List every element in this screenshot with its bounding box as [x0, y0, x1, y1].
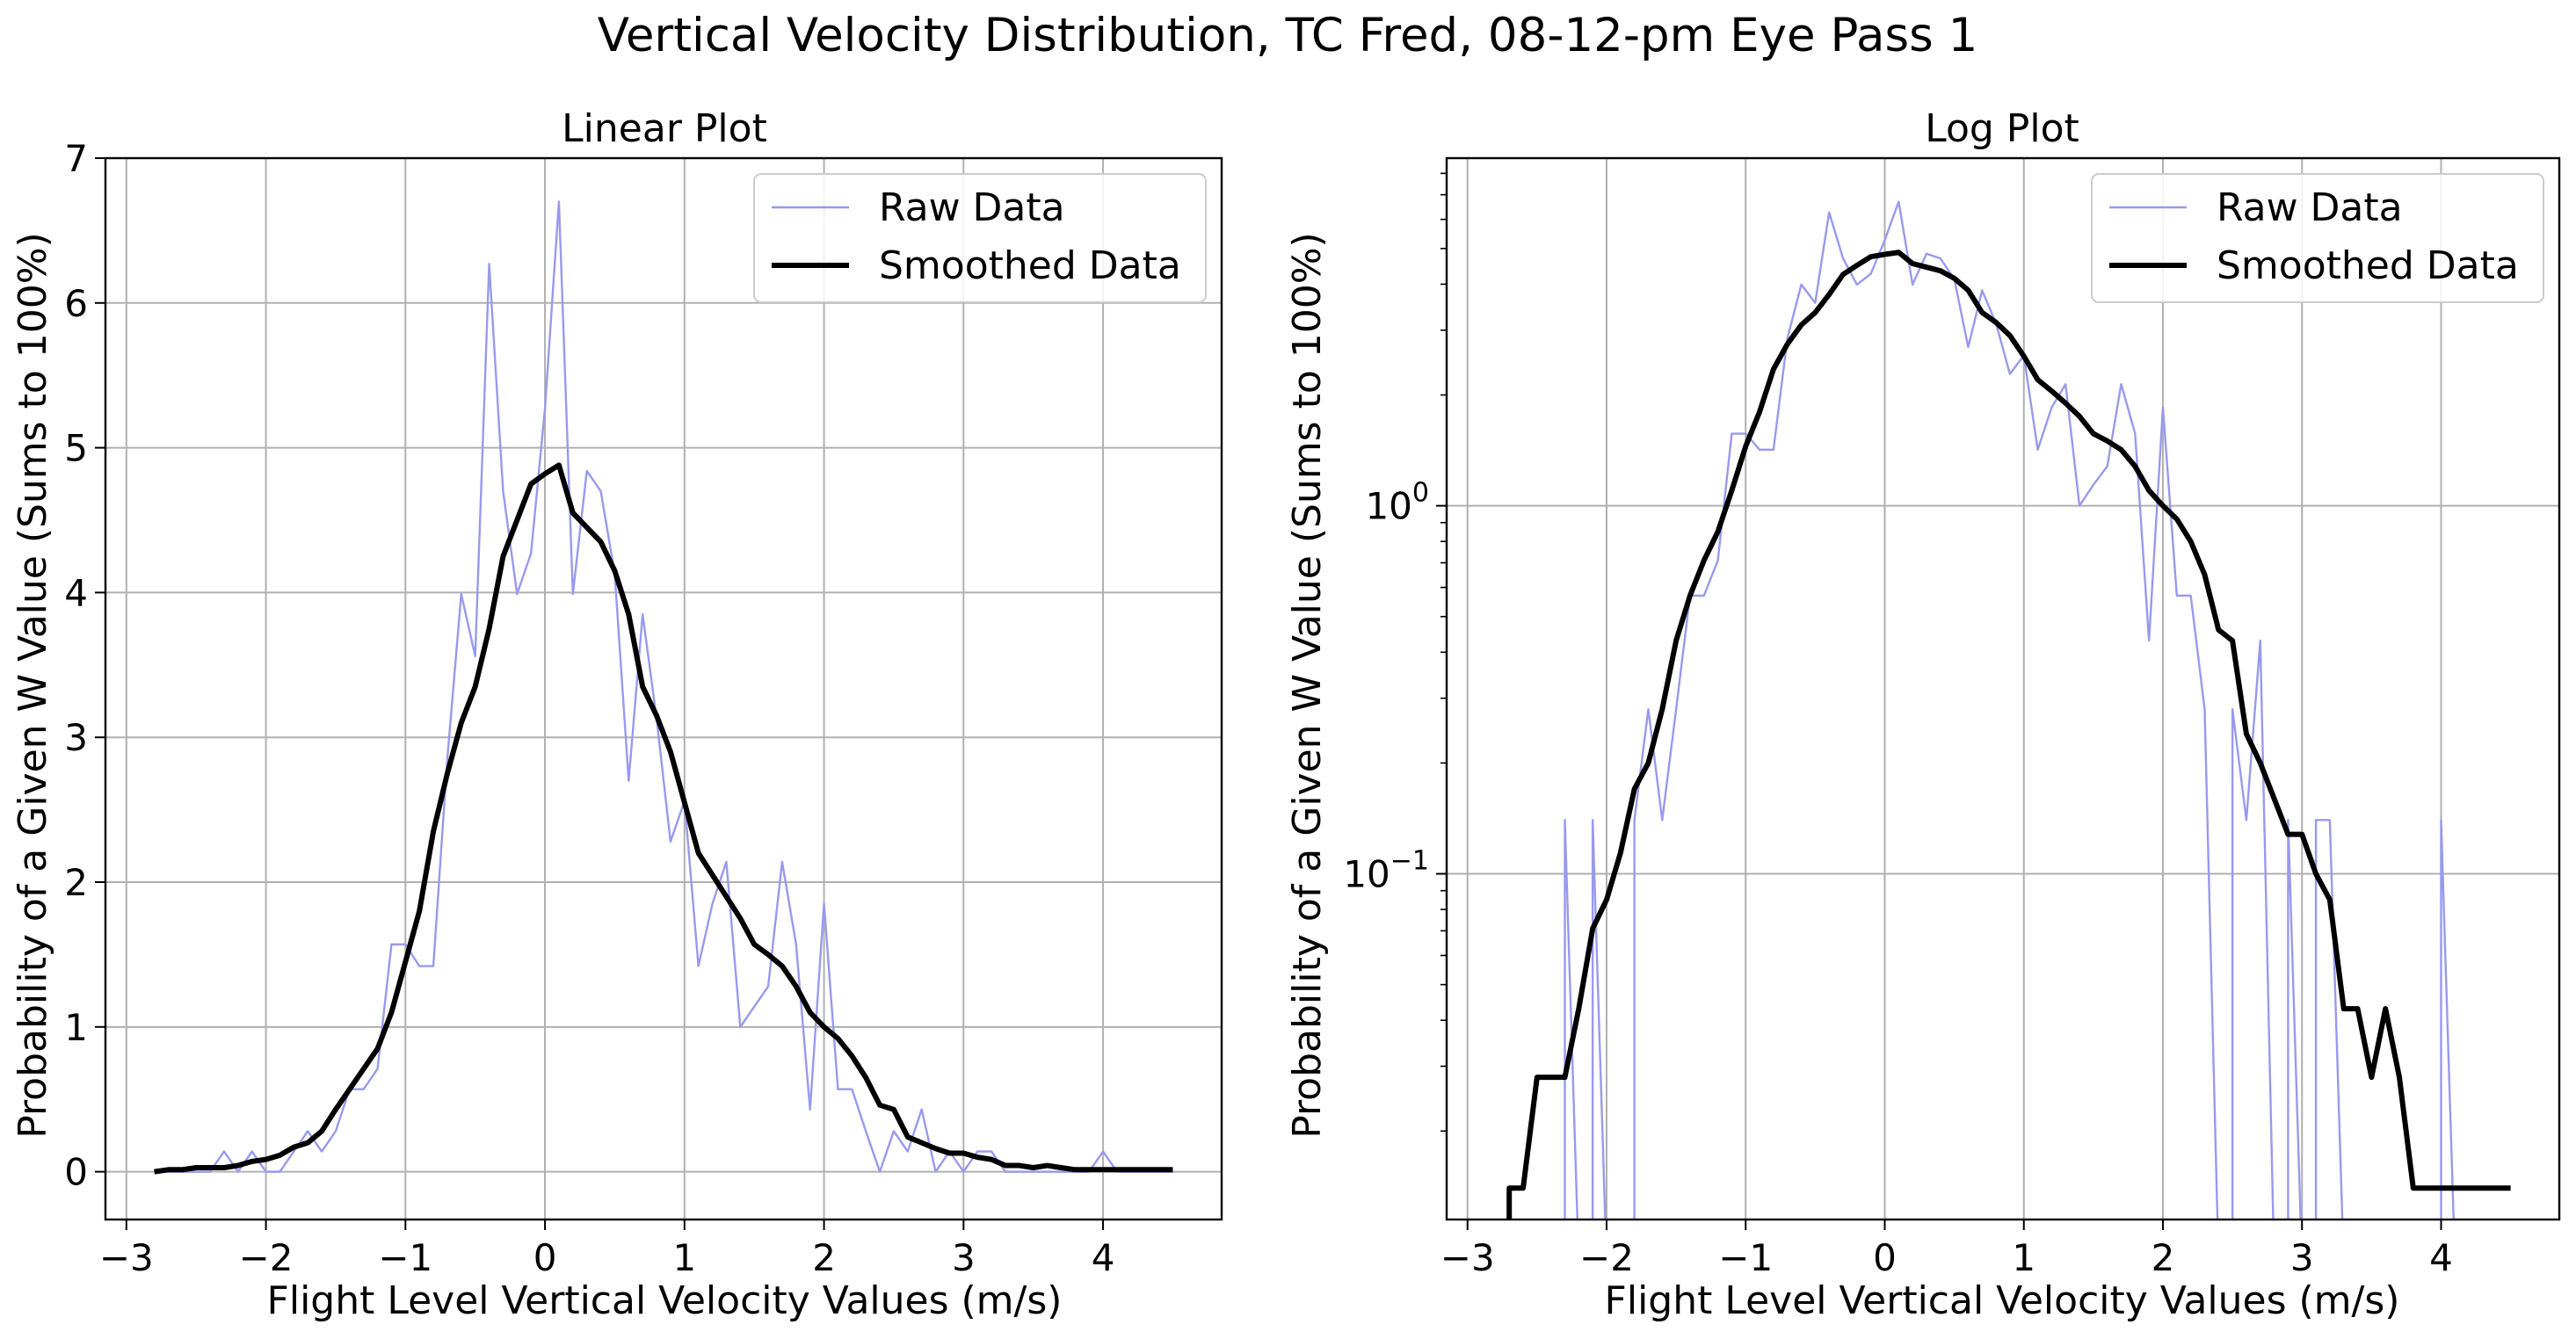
linear-plot-ytick-label: 1 — [64, 1006, 88, 1049]
log-plot-legend-raw-label: Raw Data — [2217, 185, 2403, 230]
log-plot-smoothed-data-line — [1506, 250, 2511, 1220]
linear-plot-ytick-label: 3 — [64, 716, 88, 759]
linear-plot-raw-data-line — [154, 200, 1173, 1173]
log-plot-ytick-label: 10−1 — [1343, 846, 1429, 896]
linear-plot-ytick-label: 2 — [64, 861, 88, 904]
linear-plot-ytick-label: 4 — [64, 571, 88, 614]
log-plot-xtick-label: 2 — [2152, 1236, 2175, 1279]
log-plot-title: Log Plot — [1925, 106, 2079, 151]
log-plot-legend: Raw Data Smoothed Data — [2091, 173, 2544, 303]
log-plot-raw-data-line — [1564, 200, 2455, 1220]
linear-plot-legend: Raw Data Smoothed Data — [753, 173, 1207, 303]
linear-plot-xtick-label: −3 — [99, 1236, 154, 1279]
log-plot-panel: Log Plot Flight Level Vertical Velocity … — [1285, 106, 2561, 1323]
log-plot-xtick-label: 3 — [2290, 1236, 2314, 1279]
linear-plot-ytick-label: 5 — [64, 427, 88, 470]
linear-plot-smoothed-data-line — [154, 462, 1173, 1175]
linear-plot-panel: Linear Plot Flight Level Vertical Veloci… — [11, 106, 1223, 1323]
log-plot-xtick-label: −2 — [1579, 1236, 1634, 1279]
linear-plot-ylabel: Probability of a Given W Value (Sums to … — [11, 232, 55, 1138]
log-plot-xtick-label: 4 — [2429, 1236, 2453, 1279]
log-plot-xtick-label: −3 — [1440, 1236, 1495, 1279]
linear-plot-ytick-label: 7 — [64, 137, 88, 180]
log-plot-legend-box — [2091, 173, 2544, 303]
linear-plot-legend-raw-label: Raw Data — [879, 185, 1065, 230]
log-plot-ylabel: Probability of a Given W Value (Sums to … — [1285, 232, 1330, 1138]
linear-plot-ytick-label: 0 — [64, 1151, 88, 1194]
linear-plot-xtick-label: 3 — [952, 1236, 976, 1279]
linear-plot-xlabel: Flight Level Vertical Velocity Values (m… — [267, 1278, 1063, 1323]
linear-plot-legend-box — [753, 173, 1207, 303]
log-plot-xtick-label: 1 — [2012, 1236, 2035, 1279]
linear-plot-title: Linear Plot — [562, 106, 767, 151]
linear-plot-ytick-label: 6 — [64, 282, 88, 325]
linear-plot-xtick-label: 0 — [533, 1236, 557, 1279]
linear-plot-xtick-label: 2 — [812, 1236, 836, 1279]
log-plot-xtick-label: 0 — [1873, 1236, 1897, 1279]
log-plot-legend-smoothed-label: Smoothed Data — [2217, 243, 2519, 288]
figure-title: Vertical Velocity Distribution, TC Fred,… — [598, 9, 1978, 62]
log-plot-xtick-label: −1 — [1718, 1236, 1773, 1279]
linear-plot-xtick-label: −2 — [239, 1236, 294, 1279]
linear-plot-legend-smoothed-label: Smoothed Data — [879, 243, 1181, 288]
log-plot-axes-frame — [1445, 156, 2561, 1221]
linear-plot-xtick-label: 1 — [672, 1236, 696, 1279]
log-plot-ytick-label: 100 — [1365, 478, 1429, 528]
linear-plot-axes-frame — [104, 156, 1223, 1221]
linear-plot-xtick-label: −1 — [378, 1236, 432, 1279]
linear-plot-xtick-label: 4 — [1092, 1236, 1115, 1279]
log-plot-xlabel: Flight Level Vertical Velocity Values (m… — [1605, 1278, 2400, 1323]
